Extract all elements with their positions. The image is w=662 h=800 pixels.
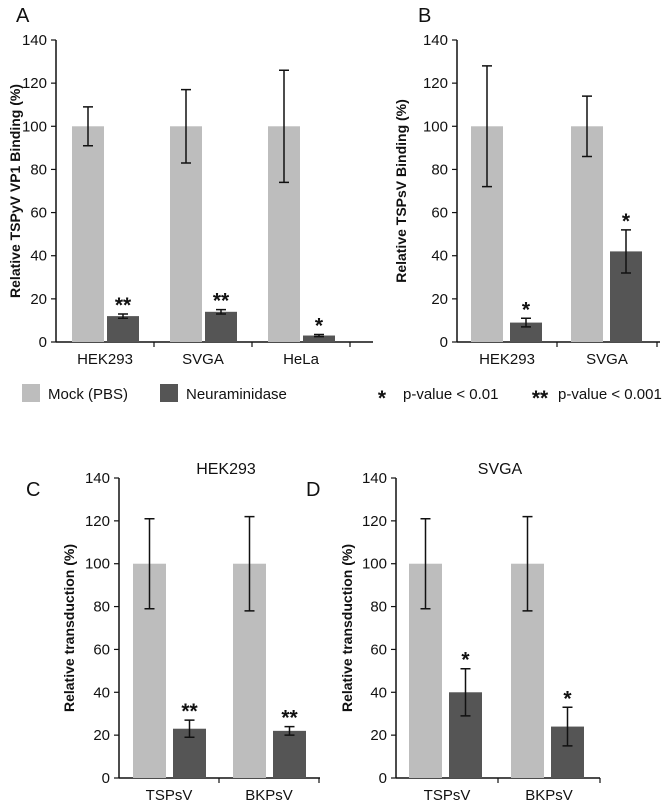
x-tick-label: BKPsV: [525, 787, 573, 800]
error-bar: [521, 317, 531, 328]
chart-panel-b: B Relative TSPsV Binding (%) 0 20 40 60 80 100 1…: [393, 5, 660, 368]
legend-label-mock: Mock (PBS): [48, 386, 128, 403]
y-tick-label: 0: [39, 334, 47, 351]
y-tick-label: 80: [30, 161, 47, 178]
panel-title: SVGA: [478, 461, 523, 478]
error-bar: [420, 517, 431, 610]
y-tick-label: 0: [379, 770, 387, 787]
error-bar: [244, 515, 255, 612]
x-tick-label: HEK293: [479, 351, 535, 368]
error-bar: [216, 308, 226, 315]
panel-letter: D: [306, 479, 320, 501]
y-tick-label: 60: [370, 641, 387, 658]
y-tick-label: 100: [362, 556, 387, 573]
y-tick-label: 0: [440, 334, 448, 351]
error-bar: [482, 65, 492, 188]
error-bar: [582, 95, 592, 158]
significance-marker: **: [213, 290, 230, 313]
y-tick-label: 60: [30, 205, 47, 222]
y-tick-label: 100: [423, 118, 448, 135]
significance-marker: *: [461, 649, 470, 672]
significance-marker: *: [563, 687, 572, 710]
panel-letter: C: [26, 479, 40, 501]
error-bar: [460, 667, 471, 717]
chart-panel-d: D SVGA Relative transduction (%) 0 20 40 60 80 1…: [306, 461, 601, 800]
y-axis-label: Relative TSPsV Binding (%): [393, 99, 409, 283]
x-tick-label: BKPsV: [245, 787, 293, 800]
x-tick-label: TSPsV: [146, 787, 193, 800]
error-bar: [279, 69, 289, 184]
y-tick-label: 40: [370, 684, 387, 701]
legend-sig1-text: p-value < 0.01: [403, 386, 499, 403]
x-tick-label: HeLa: [283, 351, 320, 368]
y-axis-label: Relative transduction (%): [339, 544, 355, 712]
y-tick-label: 60: [431, 205, 448, 222]
y-tick-label: 0: [102, 770, 110, 787]
y-tick-label: 40: [431, 248, 448, 265]
bar-neuraminidase: [273, 730, 306, 778]
significance-marker: **: [115, 294, 132, 317]
chart-panel-c: C HEK293 Relative transduction (%) 0 20 40 60 8…: [26, 461, 320, 800]
chart-panel-a: A Relative TSPyV VP1 Binding (%) 0 20 40 60 80…: [7, 5, 373, 368]
y-tick-label: 80: [93, 599, 110, 616]
y-tick-label: 120: [423, 75, 448, 92]
y-tick-label: 140: [85, 470, 110, 487]
y-tick-label: 20: [431, 291, 448, 308]
y-tick-label: 120: [85, 513, 110, 530]
legend-swatch-mock: [22, 384, 40, 402]
y-tick-label: 100: [22, 118, 47, 135]
y-tick-label: 40: [93, 684, 110, 701]
y-tick-label: 20: [93, 727, 110, 744]
y-tick-label: 60: [93, 641, 110, 658]
legend-label-neuraminidase: Neuraminidase: [186, 386, 287, 403]
y-tick-label: 20: [30, 291, 47, 308]
y-tick-label: 120: [362, 513, 387, 530]
legend-sig1-symbol: *: [378, 387, 387, 410]
significance-marker: **: [281, 707, 298, 730]
error-bar: [284, 725, 295, 736]
bar-mock: [571, 126, 603, 343]
panel-title: HEK293: [196, 461, 256, 478]
y-tick-label: 140: [22, 32, 47, 49]
y-tick-label: 140: [423, 32, 448, 49]
legend-swatch-neuraminidase: [160, 384, 178, 402]
legend-sig2-symbol: **: [532, 387, 549, 410]
y-tick-label: 80: [370, 599, 387, 616]
y-tick-label: 20: [370, 727, 387, 744]
legend-sig2-text: p-value < 0.001: [558, 386, 662, 403]
bar-neuraminidase: [303, 335, 335, 342]
x-tick-label: SVGA: [182, 351, 224, 368]
y-tick-label: 140: [362, 470, 387, 487]
significance-marker: *: [522, 298, 531, 321]
x-tick-label: SVGA: [586, 351, 628, 368]
error-bar: [522, 515, 533, 612]
y-axis-label: Relative TSPyV VP1 Binding (%): [7, 84, 23, 298]
y-tick-label: 80: [431, 161, 448, 178]
error-bar: [184, 719, 195, 739]
significance-marker: *: [622, 210, 631, 233]
error-bar: [118, 313, 128, 320]
significance-marker: **: [181, 700, 198, 723]
x-tick-label: HEK293: [77, 351, 133, 368]
significance-marker: *: [315, 314, 324, 337]
legend: Mock (PBS) Neuraminidase * p-value < 0.01 **…: [22, 384, 662, 410]
error-bar: [621, 229, 631, 274]
bar-neuraminidase: [107, 316, 139, 342]
y-axis-label: Relative transduction (%): [61, 544, 77, 712]
bar-mock: [72, 126, 104, 343]
y-tick-label: 120: [22, 75, 47, 92]
y-tick-label: 40: [30, 248, 47, 265]
error-bar: [83, 106, 93, 147]
panel-letter: A: [16, 5, 30, 27]
error-bar: [314, 333, 324, 338]
y-tick-label: 100: [85, 556, 110, 573]
panel-letter: B: [418, 5, 431, 27]
x-tick-label: TSPsV: [424, 787, 471, 800]
error-bar: [144, 517, 155, 610]
bar-neuraminidase: [510, 322, 542, 342]
error-bar: [181, 88, 191, 164]
bar-neuraminidase: [205, 311, 237, 342]
error-bar: [562, 706, 573, 747]
